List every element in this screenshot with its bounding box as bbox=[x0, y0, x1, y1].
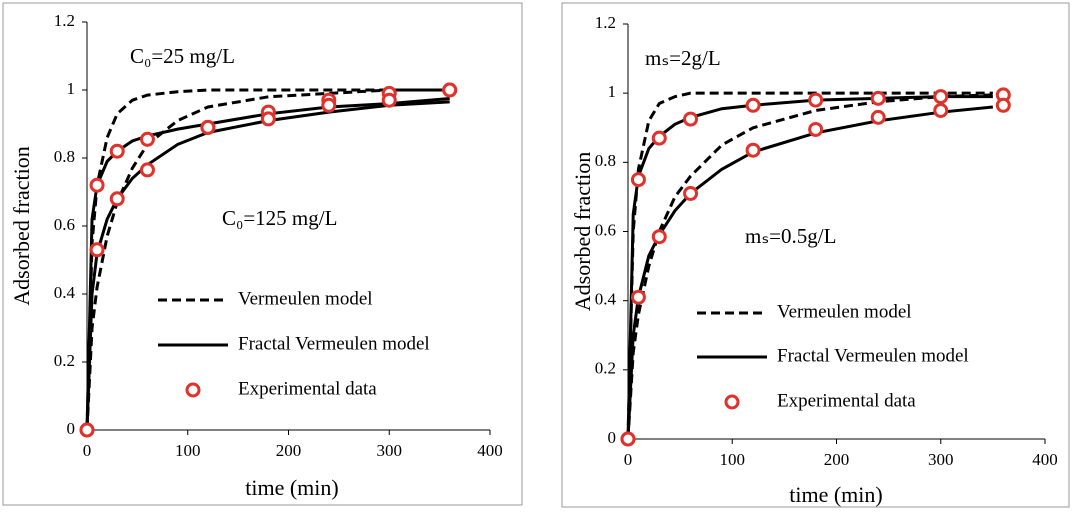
annotation: C₀=125 mg/L bbox=[222, 206, 337, 230]
annotation: C₀=25 mg/L bbox=[130, 44, 235, 68]
data-point bbox=[200, 119, 216, 135]
legend-text: Fractal Vermeulen model bbox=[777, 345, 969, 366]
y-axis-label: Adsorbed fraction bbox=[9, 146, 34, 305]
data-point bbox=[89, 242, 105, 258]
y-tick-label: 1.2 bbox=[54, 11, 75, 30]
x-tick-label: 200 bbox=[824, 450, 850, 469]
data-point bbox=[745, 142, 761, 158]
model-curve bbox=[626, 95, 993, 440]
x-tick-label: 0 bbox=[624, 450, 633, 469]
x-tick-label: 400 bbox=[477, 441, 503, 460]
data-point bbox=[870, 90, 886, 106]
y-tick-label: 0 bbox=[608, 428, 617, 447]
data-point bbox=[109, 191, 125, 207]
data-point bbox=[651, 130, 667, 146]
x-tick-label: 100 bbox=[175, 441, 201, 460]
y-tick-label: 0.8 bbox=[54, 147, 75, 166]
data-point bbox=[89, 177, 105, 193]
data-point bbox=[933, 89, 949, 105]
data-point bbox=[321, 97, 337, 113]
panel-frame bbox=[2, 2, 523, 506]
data-point bbox=[381, 92, 397, 108]
data-point bbox=[620, 431, 636, 447]
x-tick-label: 300 bbox=[377, 441, 403, 460]
x-tick-label: 300 bbox=[928, 450, 954, 469]
data-point bbox=[79, 422, 95, 438]
legend-text: Vermeulen model bbox=[238, 288, 373, 309]
legend-marker bbox=[724, 394, 740, 410]
x-axis-label: time (min) bbox=[789, 482, 882, 507]
y-tick-label: 1 bbox=[608, 82, 617, 101]
data-point bbox=[808, 121, 824, 137]
data-point bbox=[139, 131, 155, 147]
model-curve bbox=[626, 93, 993, 440]
legend-text: Experimental data bbox=[238, 378, 377, 399]
y-tick-label: 0.6 bbox=[595, 220, 616, 239]
data-point bbox=[870, 109, 886, 125]
data-point bbox=[442, 82, 458, 98]
x-tick-label: 0 bbox=[83, 441, 92, 460]
y-tick-label: 1.2 bbox=[595, 13, 616, 32]
y-tick-label: 0.4 bbox=[595, 290, 617, 309]
data-point bbox=[630, 289, 646, 305]
annotation: mₛ=2g/L bbox=[645, 46, 721, 70]
data-point bbox=[683, 185, 699, 201]
legend-marker bbox=[185, 382, 201, 398]
x-tick-label: 400 bbox=[1032, 450, 1058, 469]
y-tick-label: 0 bbox=[67, 419, 76, 438]
x-tick-label: 200 bbox=[276, 441, 302, 460]
data-point bbox=[808, 92, 824, 108]
annotation: mₛ=0.5g/L bbox=[745, 224, 836, 248]
x-axis-label: time (min) bbox=[245, 475, 338, 500]
panel-frame bbox=[561, 2, 1070, 508]
data-point bbox=[260, 111, 276, 127]
data-point bbox=[933, 102, 949, 118]
legend-text: Experimental data bbox=[777, 390, 916, 411]
data-point bbox=[139, 162, 155, 178]
y-tick-label: 0.4 bbox=[54, 283, 76, 302]
model-curve bbox=[626, 91, 993, 440]
y-tick-label: 0.2 bbox=[54, 351, 75, 370]
y-tick-label: 0.2 bbox=[595, 359, 616, 378]
y-axis-label: Adsorbed fraction bbox=[570, 152, 595, 311]
data-point bbox=[109, 143, 125, 159]
data-point bbox=[683, 111, 699, 127]
x-tick-label: 100 bbox=[720, 450, 746, 469]
data-point bbox=[745, 97, 761, 113]
model-curve bbox=[626, 105, 994, 440]
data-point bbox=[995, 97, 1011, 113]
y-tick-label: 1 bbox=[67, 79, 76, 98]
legend-text: Fractal Vermeulen model bbox=[238, 333, 430, 354]
legend-text: Vermeulen model bbox=[777, 301, 912, 322]
y-tick-label: 0.6 bbox=[54, 215, 75, 234]
data-point bbox=[630, 172, 646, 188]
y-tick-label: 0.8 bbox=[595, 151, 616, 170]
data-point bbox=[651, 229, 667, 245]
